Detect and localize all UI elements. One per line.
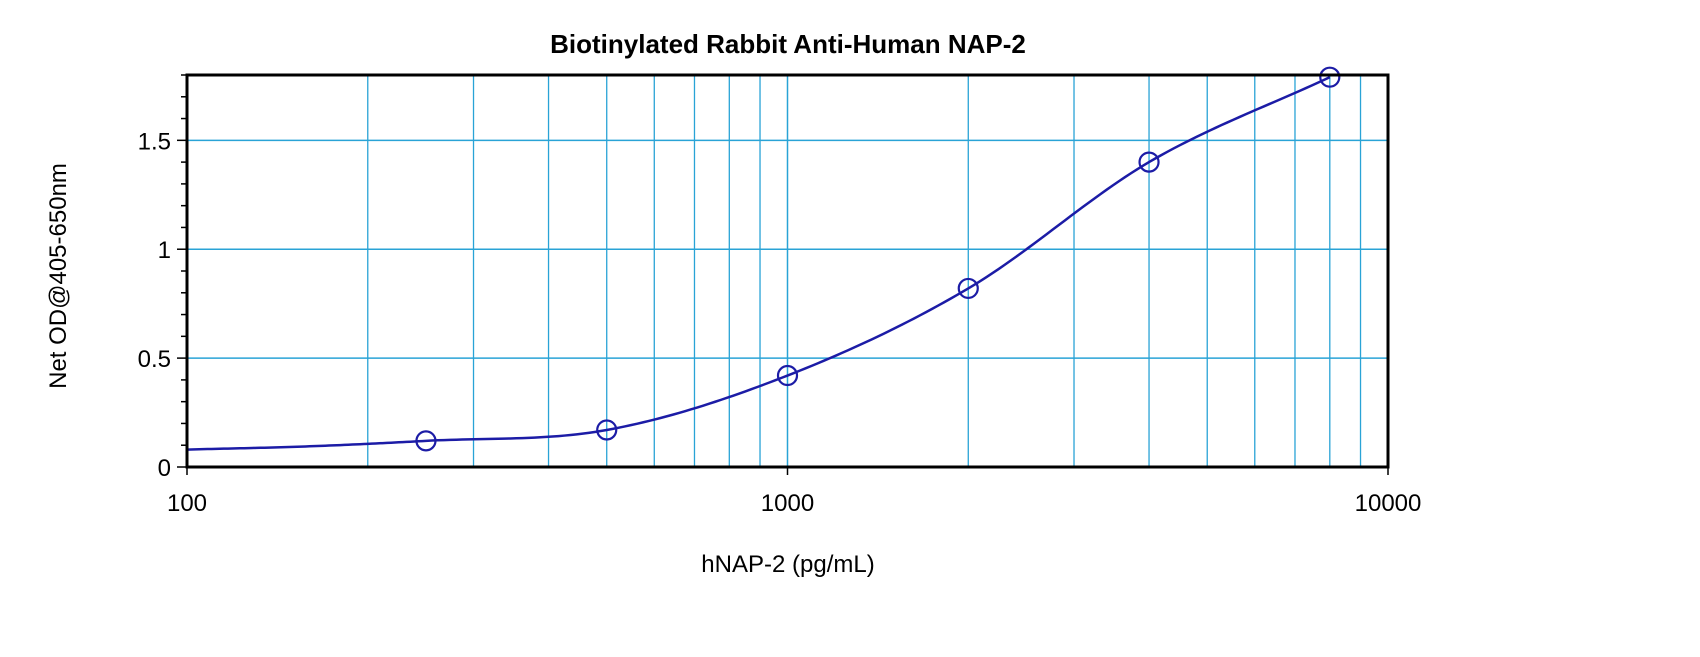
data-point (1138, 151, 1160, 173)
chart-title: Biotinylated Rabbit Anti-Human NAP-2 (550, 29, 1026, 59)
y-axis-label: Net OD@405-650nm (45, 163, 72, 389)
data-point (1319, 66, 1341, 88)
grid (186, 75, 1389, 468)
x-tick-label: 100 (167, 490, 207, 517)
x-tick-label: 1000 (761, 490, 814, 517)
y-tick-label: 0 (158, 455, 171, 482)
data-point (776, 364, 799, 387)
data-points (415, 66, 1341, 452)
data-point (596, 419, 618, 441)
x-tick-label: 10000 (1355, 490, 1422, 517)
data-point (415, 430, 437, 452)
data-point (957, 277, 979, 300)
fit-curve (186, 76, 1331, 451)
plot-frame (185, 73, 1390, 469)
y-tick-label: 1 (158, 237, 171, 264)
y-tick-label: 1.5 (138, 128, 171, 155)
x-axis-label: hNAP-2 (pg/mL) (701, 551, 874, 578)
y-tick-label: 0.5 (138, 346, 171, 373)
tick-labels: 100 1000 10000 0 0.5 1 1.5 (138, 128, 1422, 517)
